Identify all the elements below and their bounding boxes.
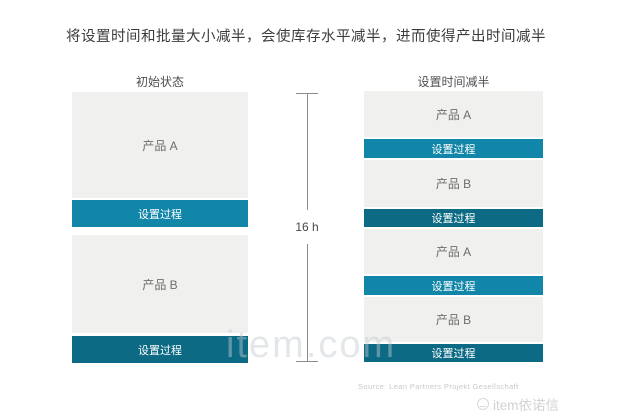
page-title: 将设置时间和批量大小减半，会使库存水平减半，进而使得产出时间减半 — [66, 29, 546, 45]
process-block-label: 设置过程 — [431, 280, 476, 293]
right-column-header: 设置时间减半 — [417, 75, 490, 89]
dimension-top-cap — [296, 93, 318, 94]
process-block: 设置过程 — [72, 336, 248, 363]
process-block-label: 产品 B — [435, 313, 472, 327]
brand-logo: item依诺信 — [477, 394, 559, 414]
process-block: 产品 A — [364, 91, 543, 137]
process-block-label: 产品 A — [435, 245, 472, 259]
dimension-line-lower — [306, 244, 308, 361]
brand-logo-text: item依诺信 — [493, 398, 560, 413]
process-block-label: 产品 A — [142, 138, 178, 153]
process-block: 产品 B — [72, 235, 248, 333]
process-block-label: 设置过程 — [431, 143, 476, 156]
process-block: 设置过程 — [364, 276, 543, 295]
process-block-label: 设置过程 — [138, 208, 182, 221]
process-block-label: 产品 B — [142, 277, 178, 292]
process-block: 设置过程 — [72, 200, 248, 227]
process-block-label: 设置过程 — [138, 344, 182, 357]
duration-dimension-line: 16 h — [295, 93, 319, 362]
process-block: 设置过程 — [364, 139, 543, 158]
initial-state-column: 产品 A 设置过程 产品 B 设置过程 — [72, 92, 248, 363]
process-block: 产品 B — [364, 297, 543, 342]
process-block: 设置过程 — [364, 344, 543, 362]
process-block-label: 设置过程 — [431, 213, 476, 225]
process-block: 设置过程 — [364, 209, 543, 227]
process-block: 产品 B — [364, 160, 543, 207]
halved-setup-column: 产品 A 设置过程 产品 B 设置过程 产品 A 设置过程 产品 B 设置过程 — [364, 91, 543, 362]
process-block: 产品 A — [364, 229, 543, 274]
process-block-label: 产品 A — [435, 107, 472, 122]
process-block: 产品 A — [72, 92, 248, 198]
process-block-label: 产品 B — [435, 177, 472, 191]
brand-logo-icon — [477, 398, 489, 410]
source-attribution: Source: Lean Partners Projekt Gesellscha… — [358, 382, 519, 391]
left-column-header: 初始状态 — [135, 75, 184, 89]
dimension-bottom-cap — [296, 361, 318, 362]
process-block-label: 设置过程 — [431, 348, 476, 360]
duration-label: 16 h — [295, 220, 319, 234]
dimension-line-upper — [306, 94, 308, 210]
